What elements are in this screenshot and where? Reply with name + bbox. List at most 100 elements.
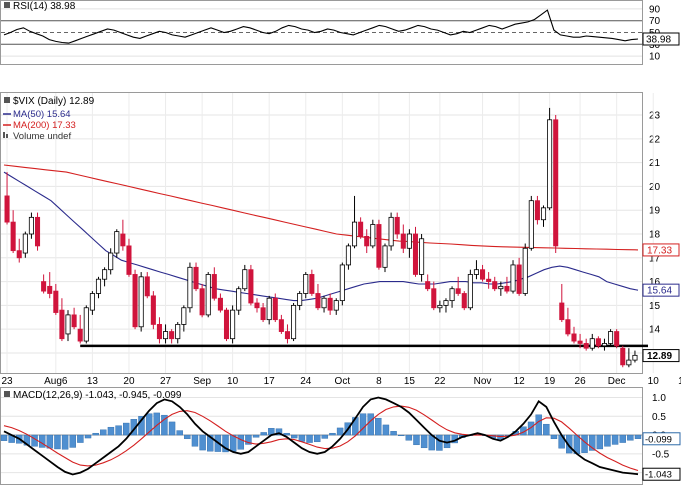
candle-down bbox=[400, 233, 406, 249]
macd-histogram-bar bbox=[527, 421, 535, 436]
candle-down bbox=[16, 250, 22, 259]
price-tick-label: 18 bbox=[649, 230, 661, 241]
macd-histogram-bar bbox=[138, 416, 145, 436]
candle-down bbox=[486, 278, 492, 282]
macd-indicator: 1.00.50.0-0.5-1.0-0.099-1.043 bbox=[0, 393, 681, 481]
price-tick-label: 15 bbox=[649, 301, 661, 312]
macd-histogram-bar bbox=[604, 434, 611, 447]
macd-histogram-bar bbox=[298, 434, 306, 442]
candle-up bbox=[547, 119, 553, 209]
macd-histogram-bar bbox=[31, 434, 38, 447]
x-tick-label: 23 bbox=[1, 376, 13, 387]
candle-down bbox=[34, 216, 41, 247]
candle-up bbox=[22, 233, 28, 254]
price-badge-label: 15.64 bbox=[647, 286, 672, 297]
candle-down bbox=[59, 309, 65, 340]
candle-up bbox=[351, 221, 358, 247]
candle-down bbox=[254, 302, 260, 309]
x-tick-label: Sep bbox=[193, 376, 211, 387]
candle-down bbox=[559, 302, 565, 321]
macd-histogram-bar bbox=[627, 434, 634, 441]
macd-badge-label: -0.099 bbox=[645, 434, 672, 445]
ma50-legend-label: MA(50) 15.64 bbox=[13, 109, 71, 120]
price-tick-label: 17 bbox=[649, 253, 661, 264]
candle-down bbox=[77, 328, 83, 342]
candle-up bbox=[108, 252, 114, 271]
rsi-line bbox=[3, 9, 639, 44]
macd-histogram-bar bbox=[199, 434, 206, 451]
candle-up bbox=[303, 274, 309, 294]
macd-histogram-bar bbox=[634, 434, 642, 439]
macd-histogram-bar bbox=[619, 434, 626, 443]
price-legend: $VIX (Daily) 12.89 MA(50) 15.64 MA(200) … bbox=[3, 96, 95, 142]
price-tick-label: 20 bbox=[649, 182, 661, 193]
macd-histogram-bar bbox=[336, 427, 344, 436]
candle-up bbox=[589, 338, 595, 349]
rsi-badge-label: 38.98 bbox=[646, 35, 671, 46]
macd-histogram-bar bbox=[321, 434, 329, 439]
candle-down bbox=[534, 200, 540, 221]
macd-histogram-bar bbox=[77, 434, 84, 443]
candle-up bbox=[333, 300, 339, 311]
price-badge bbox=[642, 283, 680, 297]
candle-down bbox=[41, 281, 47, 292]
candle-down bbox=[595, 338, 601, 347]
macd-histogram-bar bbox=[207, 434, 214, 452]
candle-up bbox=[626, 359, 632, 366]
macd-histogram-bar bbox=[535, 414, 542, 436]
price-tick-label: 19 bbox=[649, 206, 661, 217]
candle-down bbox=[394, 216, 400, 235]
price-tick-label: 14 bbox=[649, 325, 661, 336]
candle-down bbox=[461, 293, 467, 309]
macd-histogram-bar bbox=[275, 428, 283, 436]
candle-down bbox=[120, 233, 126, 247]
candle-up bbox=[114, 231, 120, 254]
candle-up bbox=[510, 264, 516, 292]
rsi-title: RSI(14) 38.98 bbox=[4, 1, 76, 12]
candle-up bbox=[370, 224, 376, 247]
macd-histogram-bar bbox=[359, 413, 367, 436]
x-tick-label: Nov bbox=[474, 376, 492, 387]
candle-down bbox=[309, 274, 315, 294]
macd-histogram-bar bbox=[252, 434, 260, 438]
x-tick-label: 20 bbox=[123, 376, 135, 387]
candle-up bbox=[230, 309, 236, 340]
candle-up bbox=[467, 274, 473, 309]
candle-down bbox=[425, 281, 431, 290]
candle-down bbox=[431, 288, 437, 309]
candle-up bbox=[65, 314, 71, 335]
candle-up bbox=[205, 274, 211, 316]
candle-down bbox=[327, 297, 333, 311]
candle-down bbox=[4, 195, 10, 223]
x-tick-label: Oct bbox=[335, 376, 351, 387]
x-tick-label: 22 bbox=[434, 376, 446, 387]
candle-down bbox=[156, 324, 162, 340]
candle-down bbox=[583, 343, 589, 349]
candle-down bbox=[217, 297, 223, 311]
candle-up bbox=[242, 269, 248, 290]
candle-down bbox=[620, 347, 626, 366]
candle-up bbox=[175, 324, 181, 340]
macd-histogram-bar bbox=[291, 434, 298, 439]
candle-down bbox=[614, 331, 620, 347]
macd-title: MACD(12,26,9) -1.043, -0.945, -0.099 bbox=[4, 390, 182, 401]
x-tick-label: Aug6 bbox=[44, 376, 68, 387]
rsi-tick-label: 10 bbox=[649, 52, 661, 63]
ma200-legend-label: MA(200) 17.33 bbox=[13, 120, 76, 131]
volume-legend-swatch-2 bbox=[6, 134, 8, 138]
candle-up bbox=[345, 245, 351, 266]
macd-histogram-bar bbox=[382, 424, 390, 436]
macd-histogram-bar bbox=[84, 434, 92, 439]
candle-up bbox=[382, 245, 388, 268]
candle-down bbox=[504, 285, 510, 292]
candle-up bbox=[236, 288, 242, 311]
macd-histogram-bar bbox=[130, 419, 138, 436]
macd-histogram-bar bbox=[306, 434, 313, 443]
price-badge-label: 12.89 bbox=[647, 351, 672, 362]
macd-histogram-bar bbox=[260, 432, 267, 436]
macd-histogram-bar bbox=[375, 417, 382, 436]
macd-histogram-bar bbox=[115, 425, 122, 436]
